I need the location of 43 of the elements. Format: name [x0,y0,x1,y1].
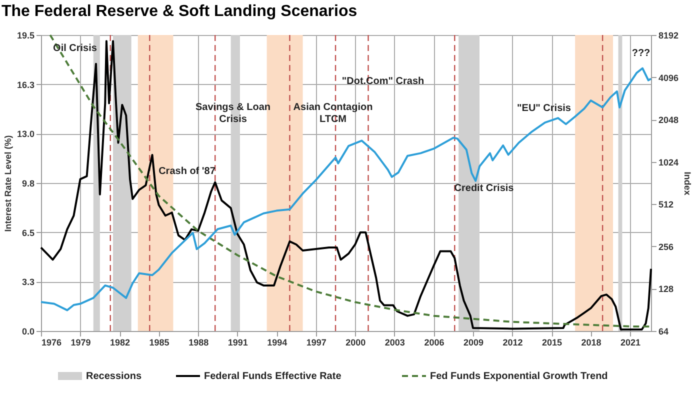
y2-tick-label: 2048 [658,115,679,126]
line-series [40,67,652,312]
x-tick-label: 2015 [542,338,562,348]
legend-label: Recessions [86,371,142,382]
y2-tick-label: 64 [658,326,669,336]
chart-title: The Federal Reserve & Soft Landing Scenarios [1,3,358,20]
x-tick-label: 2006 [424,338,444,348]
y-axis-title: Interest Rate Level (%) [2,135,13,232]
x-tick-label: 2000 [346,338,366,348]
x-tick-label: 2018 [581,338,602,348]
annotation: Oil Crisis [53,43,98,54]
x-tick-label: 1997 [306,338,326,348]
legend-label: Federal Funds Effective Rate [204,371,342,382]
y2-axis-title: Index [682,172,693,196]
x-tick-label: 1994 [267,338,288,348]
y-tick-label: 19.5 [16,30,34,40]
x-tick-label: 1991 [228,338,248,348]
x-tick-label: 2009 [463,338,484,348]
x-tick-label: 2021 [620,338,641,348]
y2-tick-label: 128 [658,284,674,294]
x-tick-label: 2012 [502,338,523,348]
x-tick-label: 1976 [42,338,62,348]
y-tick-label: 9.8 [22,178,34,188]
annotation: ??? [632,48,650,59]
annotation: Crash of '87 [158,166,216,177]
x-tick-label: 1985 [149,338,170,348]
y-tick-label: 13.0 [16,129,34,140]
y2-tick-label: 256 [658,242,674,252]
y-tick-label: 0.0 [22,326,34,336]
x-tick-label: 2003 [384,338,405,348]
annotation: "EU" Crisis [517,103,572,114]
legend-label: Fed Funds Exponential Growth Trend [430,371,608,382]
y-tick-label: 6.5 [22,228,34,238]
x-tick-label: 1979 [70,338,91,348]
y2-tick-label: 512 [658,200,674,210]
y2-tick-label: 1024 [658,157,679,168]
x-tick-label: 1988 [188,338,209,348]
x-tick-label: 1982 [110,338,130,348]
y-tick-label: 16.3 [16,80,34,90]
y-tick-label: 3.3 [22,277,34,288]
annotation: "Dot.Com" Crash [342,76,424,87]
y2-tick-label: 8192 [658,30,679,40]
y2-tick-label: 4096 [658,72,679,83]
